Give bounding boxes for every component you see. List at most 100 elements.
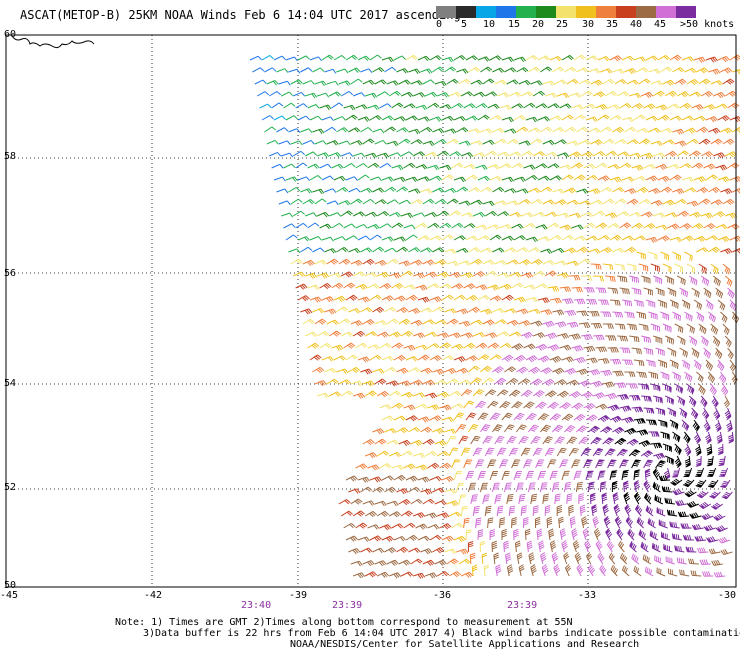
wind-barb (355, 223, 368, 229)
wind-barb (425, 392, 438, 399)
wind-barb (506, 79, 519, 85)
wind-barb (645, 299, 656, 308)
wind-barb (372, 428, 385, 435)
wind-barb (393, 236, 406, 242)
wind-barb (675, 499, 687, 507)
lat-label-60: 60 (4, 29, 17, 40)
wind-barb (393, 116, 406, 122)
wind-barb (389, 152, 402, 157)
wind-barb (508, 91, 522, 97)
wind-barb (403, 284, 416, 290)
wind-barb (501, 294, 514, 301)
wind-barb (518, 320, 531, 327)
wind-barb (420, 488, 433, 495)
wind-barb (503, 424, 515, 433)
wind-barb (326, 200, 339, 206)
wind-barb (624, 126, 637, 133)
wind-barb (513, 235, 526, 241)
wind-barb (432, 128, 445, 134)
wind-barb (352, 211, 366, 217)
wind-barb (295, 283, 308, 290)
wind-barb (470, 140, 483, 146)
wind-barb (420, 247, 433, 253)
wind-barb (607, 347, 619, 353)
wind-barb (261, 115, 274, 121)
wind-barb (501, 528, 507, 541)
wind-barb (712, 211, 726, 218)
wind-barb (578, 258, 591, 265)
wind-barb (403, 404, 416, 411)
wind-barb (290, 140, 303, 146)
wind-barb (660, 186, 673, 193)
wind-barb (523, 459, 533, 469)
wind-barb (657, 359, 667, 368)
wind-barb (593, 275, 604, 282)
wind-barb (381, 176, 394, 182)
wind-barb (676, 557, 687, 565)
wind-barb (624, 427, 637, 435)
wind-barb (600, 311, 612, 318)
wind-barb (609, 470, 618, 481)
wind-barb (576, 564, 584, 577)
wind-barb (271, 163, 284, 169)
wind-barb (523, 284, 536, 290)
wind-barb (655, 347, 665, 356)
wind-barb (384, 186, 397, 193)
wind-barb (350, 380, 363, 387)
wind-barb (530, 436, 541, 445)
wind-barb (364, 211, 378, 218)
wind-barb (273, 55, 286, 61)
wind-barb (302, 80, 315, 85)
wind-barb (611, 480, 619, 493)
wind-barb (436, 150, 449, 157)
wind-barb (451, 162, 464, 169)
wind-barb (485, 332, 498, 339)
wind-barb (566, 78, 579, 85)
wind-barb (602, 437, 615, 445)
wind-barb (374, 438, 387, 445)
wind-barb (667, 103, 680, 109)
wind-barb (446, 78, 459, 85)
wind-barb (682, 467, 693, 478)
wind-barb (705, 116, 718, 123)
wind-barb (513, 412, 525, 421)
wind-barb (667, 568, 678, 577)
wind-barb (557, 152, 570, 158)
wind-barb (535, 283, 548, 289)
wind-barb (566, 199, 579, 206)
wind-barb (410, 259, 423, 266)
wind-barb (604, 150, 618, 157)
wind-barb (475, 400, 487, 409)
wind-barb (396, 367, 409, 374)
wind-barb (367, 524, 380, 530)
wind-barb (400, 330, 413, 337)
wind-barb (362, 380, 375, 387)
wind-barb (569, 333, 581, 340)
wind-barb (631, 459, 642, 469)
wind-barb (585, 55, 598, 61)
wind-barb (657, 55, 670, 61)
wind-barb (297, 236, 310, 242)
wind-barb (727, 287, 735, 299)
wind-barb (629, 275, 639, 283)
wind-barb (477, 56, 490, 62)
wind-barb (403, 162, 416, 169)
wind-barb (578, 436, 590, 445)
wind-barb (503, 482, 512, 493)
wind-barb (451, 283, 464, 290)
wind-barb (645, 504, 654, 517)
wind-barb (554, 139, 567, 145)
wind-barb (710, 138, 723, 145)
wind-barb (679, 287, 689, 298)
wind-barb (341, 152, 354, 157)
wind-barb (633, 235, 646, 241)
wind-barb (609, 299, 621, 306)
wind-barb (607, 164, 620, 170)
wind-barb (515, 482, 524, 493)
scale-swatch (496, 6, 516, 18)
wind-barb (554, 321, 567, 328)
scale-label: 25 (556, 19, 569, 30)
wind-barb (300, 246, 313, 253)
wind-barb (288, 128, 301, 133)
wind-barb (453, 115, 466, 122)
